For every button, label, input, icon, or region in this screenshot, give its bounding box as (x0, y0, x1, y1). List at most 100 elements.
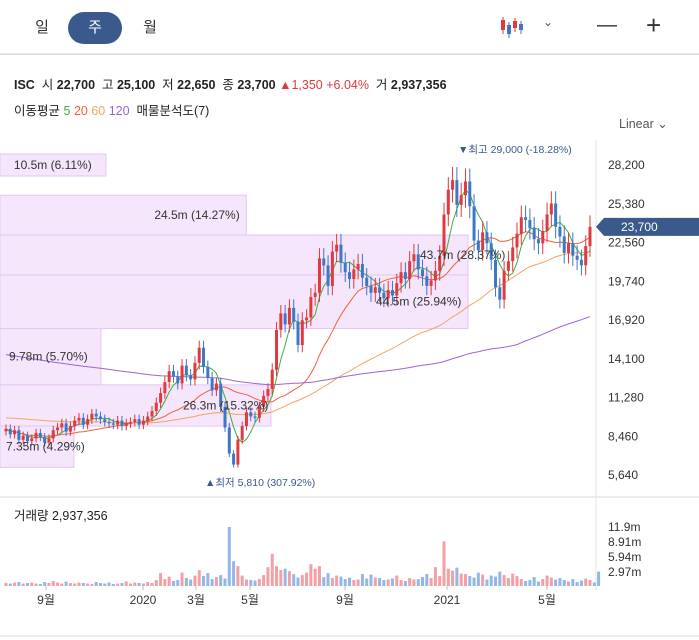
candle-body (171, 371, 175, 377)
ma-label: 이동평균 (14, 104, 61, 118)
candle-body (442, 214, 446, 256)
candle-body (154, 402, 158, 411)
candle-body (541, 230, 545, 244)
period-month-tab[interactable]: 월 (143, 19, 157, 36)
candle-body (421, 269, 425, 277)
volume-bar (489, 575, 493, 586)
volume-bar (373, 577, 377, 586)
volume-bar (137, 583, 141, 586)
close-label: 종 (222, 78, 234, 92)
volume-bar (545, 575, 549, 586)
volume-tick-label: 11.9m (608, 520, 640, 534)
volume-bar (575, 582, 579, 586)
price-tick-label: 5,640 (608, 468, 638, 482)
open-label: 시 (41, 78, 54, 92)
candle-body (494, 259, 498, 288)
candle-body (124, 423, 128, 427)
candle-body (30, 438, 34, 442)
volume-bar (25, 583, 29, 586)
price-tick-label: 19,740 (608, 274, 645, 288)
volume-bar (214, 577, 218, 586)
candle-body (223, 406, 227, 428)
volume-bar (455, 567, 459, 586)
volume-bar (330, 578, 334, 586)
candle-body (81, 417, 85, 425)
volume-bar (567, 581, 571, 586)
volume-bar (141, 583, 145, 586)
volume-bar (287, 571, 291, 586)
volume-bar (232, 561, 236, 586)
volume-bar (189, 579, 193, 586)
scale-select[interactable]: Linear ⌄ (619, 117, 668, 131)
candle-body (438, 255, 442, 271)
volume-bar (206, 573, 210, 586)
volume-profile-label: 매물분석도(7) (136, 104, 210, 118)
candle-body (56, 427, 60, 431)
volume-bar (382, 580, 386, 586)
volume-bar (47, 583, 51, 586)
candle-body (549, 203, 553, 215)
volume-bar (468, 576, 472, 586)
volume-bar (150, 583, 154, 586)
candle-body (356, 263, 360, 270)
candle-body (116, 420, 120, 425)
period-week-tab[interactable]: 주 (68, 12, 122, 44)
candle-body (90, 413, 94, 420)
zoom-out-button[interactable]: — (597, 14, 617, 36)
volume-bar (249, 580, 253, 586)
volume-bar (579, 580, 583, 586)
volume-bar (4, 583, 8, 586)
candle-body (232, 453, 236, 465)
high-value: 25,100 (116, 78, 156, 92)
volume-bar (30, 582, 34, 586)
chevron-down-icon[interactable]: ⌄ (543, 15, 554, 29)
volume-bar (180, 572, 184, 586)
volume-bar (103, 583, 107, 586)
volume-bar (17, 582, 21, 586)
candle-body (373, 287, 377, 293)
volume-bar (356, 579, 360, 586)
candle-body (476, 240, 480, 251)
candlestick-type-icon[interactable] (497, 12, 527, 42)
candle-body (180, 365, 184, 384)
candle-body (214, 383, 218, 391)
candle-body (17, 430, 21, 440)
x-tick-label: 2020 (130, 593, 157, 607)
high-label: 고 (101, 78, 114, 92)
volume-bar (438, 576, 442, 586)
volume-bar (111, 584, 115, 586)
volume-bar (476, 572, 480, 586)
candle-body (163, 382, 167, 394)
moving-average-legend[interactable]: 이동평균 5 20 60 120 매물분석도(7) (14, 100, 209, 119)
volume-bar (86, 583, 90, 586)
candle-body (34, 432, 38, 439)
ma-60: 60 (91, 104, 106, 118)
price-tick-label: 14,100 (608, 352, 645, 366)
volume-bar (300, 575, 304, 586)
volume-bar (8, 583, 12, 586)
candle-body (193, 362, 197, 380)
ma-line (5, 231, 591, 437)
candle-body (141, 420, 145, 425)
x-tick-label: 5월 (241, 593, 259, 607)
volume-bar (399, 580, 403, 586)
candle-body (382, 292, 386, 299)
candle-body (38, 432, 42, 438)
candle-body (176, 376, 180, 384)
candle-body (571, 243, 575, 256)
candle-body (51, 430, 55, 439)
candle-body (8, 428, 12, 435)
candle-body (4, 428, 8, 432)
candle-body (159, 393, 163, 403)
volume-bar (322, 577, 326, 586)
candle-body (68, 426, 72, 432)
candle-body (339, 244, 343, 263)
current-price-label: 23,700 (621, 220, 658, 234)
period-day-tab[interactable]: 일 (35, 19, 49, 36)
volume-bar (270, 553, 274, 586)
quote-summary: ISC 시 22,700 고 25,100 저 22,650 종 23,700 … (14, 74, 447, 93)
zoom-in-button[interactable]: + (646, 10, 662, 40)
ma-line (5, 316, 591, 386)
volume-bar (558, 578, 562, 586)
